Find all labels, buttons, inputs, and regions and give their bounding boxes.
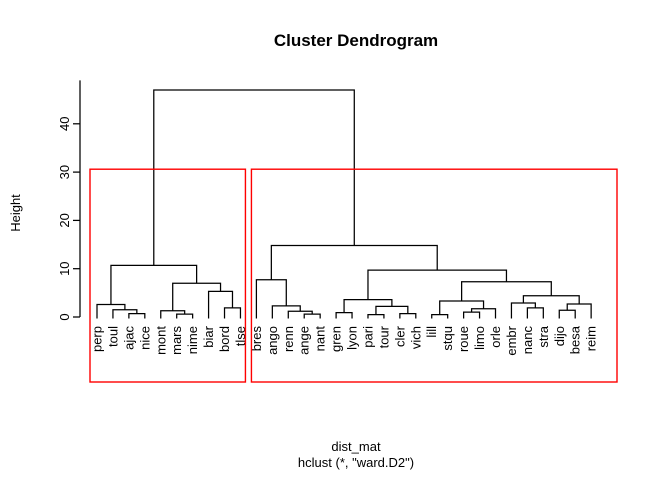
dendrogram-link: [223, 307, 242, 319]
leaf-label: nice: [137, 326, 152, 350]
leaf-label: dijo: [552, 326, 567, 346]
leaf-label: ange: [297, 326, 312, 355]
leaf-label: lill: [424, 326, 439, 338]
leaf-label: cler: [392, 325, 407, 347]
dendrogram-link: [558, 309, 576, 319]
dendrogram-link: [399, 312, 417, 319]
y-axis-tick-label: 10: [57, 261, 72, 275]
dendrogram-link: [526, 307, 544, 319]
leaf-label: gren: [329, 326, 344, 352]
leaf-label: nanc: [520, 326, 535, 355]
leaf-label: embr: [504, 325, 519, 355]
leaf-label: pari: [360, 326, 375, 348]
dendrogram-link: [153, 89, 355, 266]
leaf-label: nant: [313, 326, 328, 352]
dendrogram-link: [287, 310, 313, 319]
y-axis-label: Height: [8, 194, 23, 232]
y-axis-tick-label: 0: [57, 313, 72, 320]
dendrogram-link: [270, 244, 438, 280]
dendrogram-link: [470, 308, 497, 319]
leaf-label: besa: [568, 325, 583, 354]
dendrogram-link: [207, 290, 234, 319]
dendrogram-link: [566, 303, 592, 319]
leaf-label: ango: [265, 326, 280, 355]
dendrogram-link: [303, 313, 321, 319]
leaf-label: nime: [185, 326, 200, 354]
dendrogram-link: [335, 312, 353, 319]
dendrogram-link: [461, 281, 552, 302]
leaf-label: lyon: [345, 326, 360, 350]
leaf-label: perp: [90, 326, 105, 352]
chart-title: Cluster Dendrogram: [273, 31, 439, 50]
dendrogram-link: [172, 282, 222, 311]
leaf-label: bres: [249, 326, 264, 352]
leaf-label: toul: [105, 326, 120, 347]
cluster-box: [89, 168, 247, 383]
y-axis-tick-label: 30: [57, 165, 72, 179]
leaf-label: reim: [584, 326, 599, 351]
dendrogram-link: [128, 312, 146, 319]
leaf-label: stqu: [440, 326, 455, 351]
leaf-label: stra: [536, 325, 551, 347]
leaf-label: ajac: [121, 326, 136, 350]
leaf-label: renn: [281, 326, 296, 352]
dendrogram-link: [431, 313, 449, 319]
dendrogram-link: [271, 305, 301, 319]
dendrogram-link: [255, 279, 287, 319]
dendrogram-link: [462, 311, 481, 319]
dendrogram-link: [96, 303, 126, 319]
leaf-label: limo: [472, 326, 487, 350]
leaf-label: bord: [217, 326, 232, 352]
y-axis-tick-label: 40: [57, 117, 72, 131]
dendrogram-link: [110, 264, 198, 305]
leaf-label: roue: [456, 326, 471, 352]
dendrogram-link: [510, 302, 536, 319]
dendrogram-link: [176, 313, 194, 319]
cluster-box: [250, 168, 618, 383]
dendrogram-link: [367, 313, 385, 319]
dendrogram-link: [367, 269, 508, 300]
x-axis-label: dist_mat: [331, 439, 381, 454]
leaf-label: vich: [408, 326, 423, 349]
leaf-label: biar: [201, 325, 216, 347]
leaf-label: mont: [153, 326, 168, 355]
leaf-label: tlse: [233, 326, 248, 346]
leaf-label: tour: [376, 325, 391, 348]
subtitle-hclust-call: hclust (*, "ward.D2"): [297, 455, 415, 470]
leaf-label: mars: [169, 326, 184, 355]
leaf-label: orle: [488, 326, 503, 348]
y-axis-tick-label: 20: [57, 213, 72, 227]
